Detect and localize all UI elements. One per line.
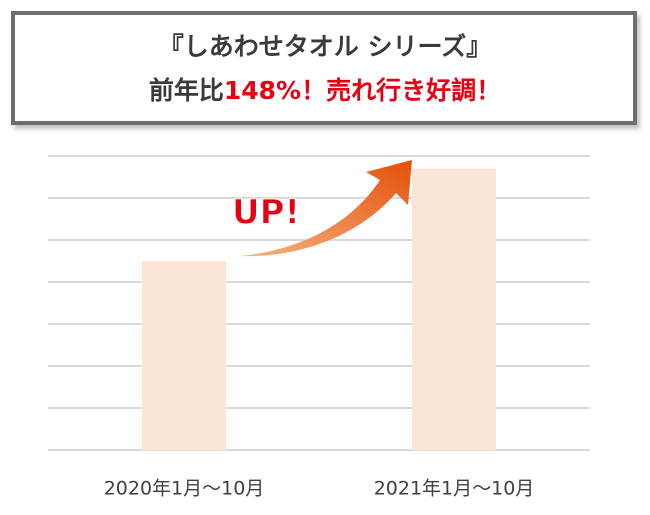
x-tick-label: 2020年1月～10月: [104, 478, 265, 500]
headline: 前年比148%！売れ行き好調！: [149, 76, 501, 105]
headline-highlight: 148%！売れ行き好調！: [224, 76, 501, 105]
plot: 2020年1月～10月 2021年1月～10月: [48, 155, 590, 500]
bar: [142, 261, 226, 450]
title-box: [11, 11, 637, 125]
headline-prefix: 前年比: [149, 76, 224, 105]
annotation: UP!: [232, 193, 300, 233]
up-arrow: [240, 160, 412, 257]
bar: [412, 168, 496, 450]
chart-title: 『しあわせタオル シリーズ』: [159, 32, 491, 61]
x-tick-label: 2021年1月～10月: [374, 478, 535, 500]
